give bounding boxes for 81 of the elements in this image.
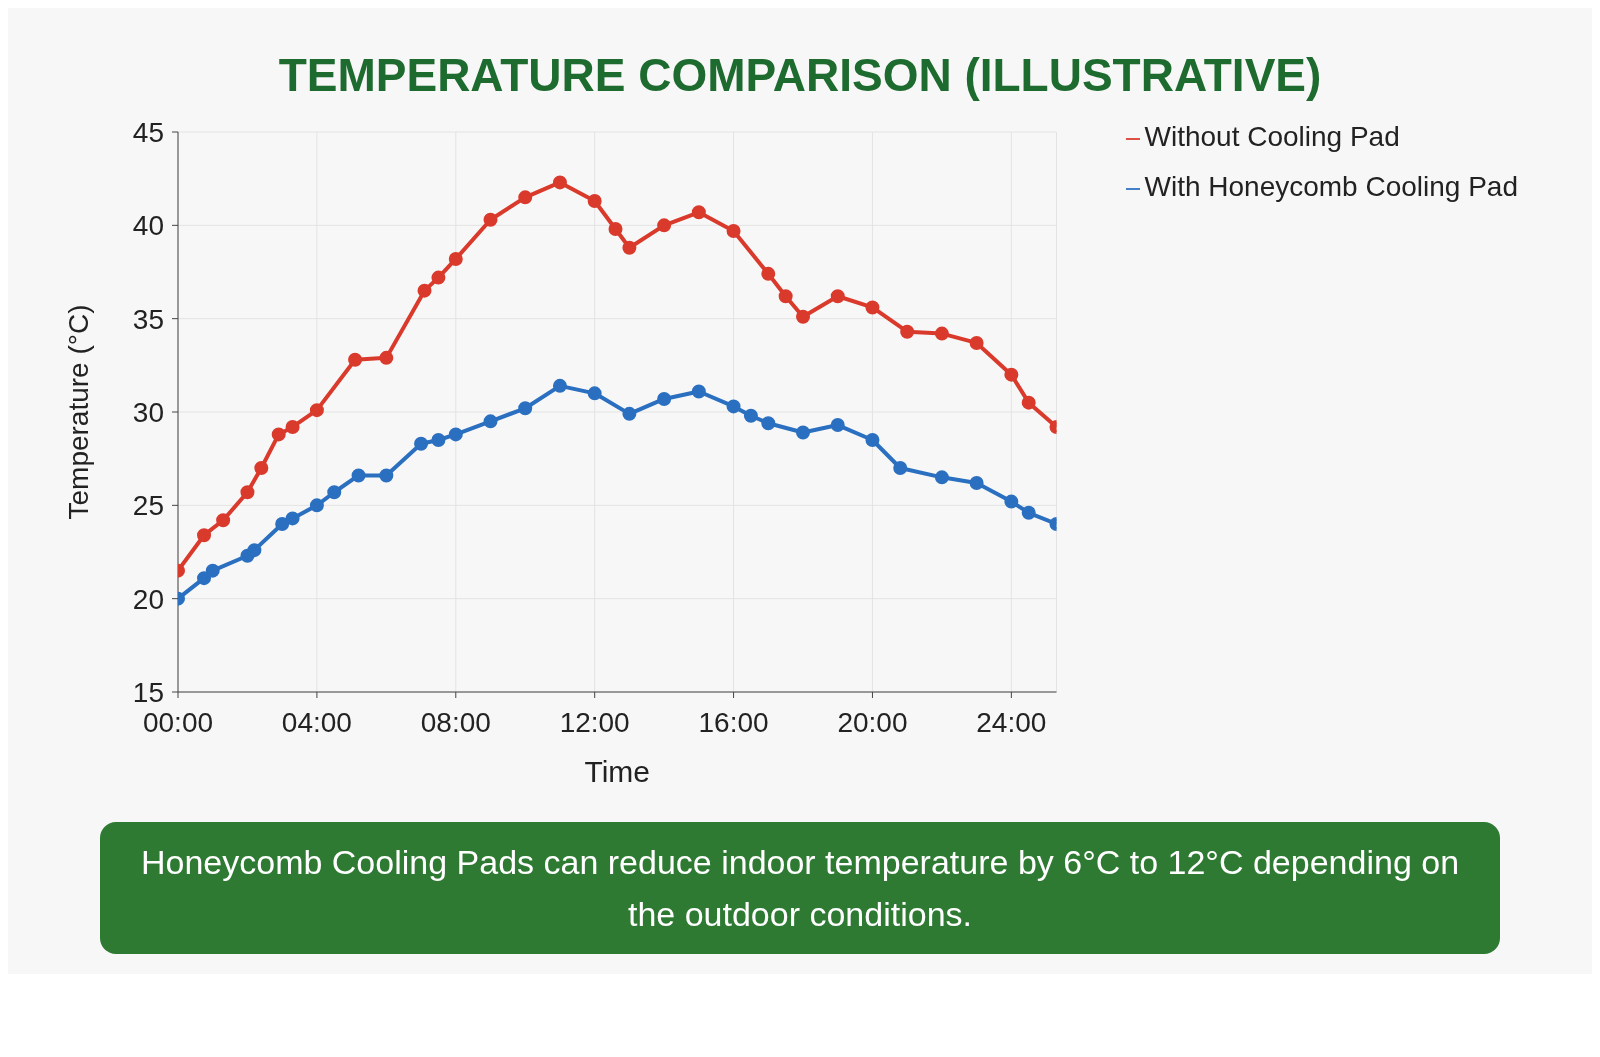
point [761, 416, 776, 431]
point [327, 485, 342, 500]
point [197, 528, 212, 543]
point [796, 425, 811, 440]
y-tick-label: 40 [132, 210, 164, 242]
point [448, 427, 463, 442]
point [934, 470, 949, 485]
y-axis-title: Temperature (°C) [62, 304, 94, 520]
point [1004, 494, 1019, 509]
point [483, 212, 498, 227]
text: Honeycomb Cooling Pads can reduce indoor temperature by 6°C to 12°C depending on the outdoor conditions. [100, 822, 1500, 954]
point [254, 461, 269, 475]
point [275, 517, 290, 531]
point [414, 436, 429, 451]
point [608, 222, 623, 237]
point [552, 175, 567, 190]
y-tick-label: 20 [132, 583, 164, 615]
point [518, 190, 533, 205]
point [205, 563, 220, 578]
point [417, 283, 432, 298]
point [969, 335, 984, 350]
point [197, 571, 212, 586]
point [830, 289, 845, 304]
point [285, 419, 300, 434]
point [247, 543, 262, 558]
point [351, 468, 366, 483]
x-tick-label: 04:00 [281, 706, 352, 738]
point [216, 513, 231, 528]
y-tick-label: 45 [132, 116, 164, 148]
point [348, 352, 363, 367]
point [431, 270, 446, 285]
legend-label: With Honeycomb Cooling Pad [1144, 171, 1518, 202]
point [448, 251, 463, 266]
point [1021, 505, 1036, 520]
point [865, 433, 880, 447]
point [726, 399, 741, 414]
y-tick-label: 15 [132, 676, 164, 708]
point [1004, 367, 1019, 382]
x-axis-title: Time [584, 755, 651, 788]
point [969, 475, 984, 490]
point [796, 309, 811, 324]
point [691, 384, 706, 399]
point [285, 511, 300, 526]
x-tick-label: 00:00 [142, 706, 214, 738]
point [518, 401, 533, 416]
point [309, 498, 324, 513]
point [761, 266, 776, 281]
point [778, 289, 793, 304]
point [657, 218, 672, 233]
point [934, 326, 949, 341]
point [587, 194, 602, 209]
point [830, 418, 845, 433]
point [622, 240, 637, 255]
point [552, 378, 567, 393]
point [271, 427, 286, 442]
point [483, 414, 498, 429]
point [431, 433, 446, 447]
point [587, 386, 602, 401]
x-tick-label: 08:00 [420, 706, 491, 738]
y-tick-label: 35 [132, 303, 164, 335]
x-tick-label: 12:00 [559, 706, 630, 738]
point [1021, 395, 1036, 410]
point [691, 205, 706, 220]
point [865, 300, 880, 315]
point [240, 485, 255, 500]
point [309, 403, 324, 418]
point [379, 350, 394, 365]
chart-title: TEMPERATURE COMPARISON (ILLUSTRATIVE) [277, 48, 1323, 102]
x-tick-label: 24:00 [976, 706, 1047, 738]
point [900, 324, 915, 339]
point [743, 408, 758, 423]
point [893, 461, 908, 475]
x-tick-label: 20:00 [837, 706, 908, 738]
point [622, 406, 637, 421]
point [726, 223, 741, 238]
point [379, 468, 394, 483]
point [657, 391, 672, 406]
x-tick-label: 16:00 [698, 706, 769, 738]
y-tick-label: 30 [132, 396, 164, 428]
y-tick-label: 25 [132, 490, 164, 522]
legend-label: Without Cooling Pad [1144, 121, 1400, 152]
